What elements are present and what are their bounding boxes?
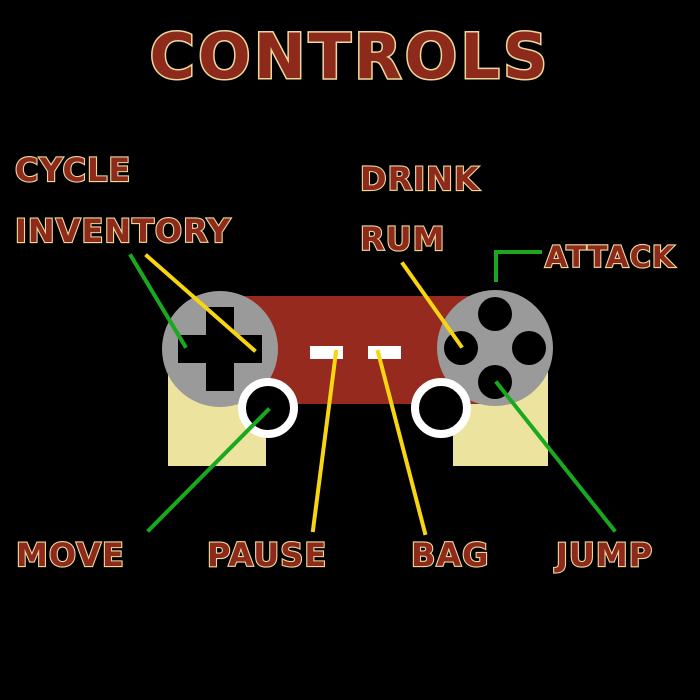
dpad-icon[interactable] (162, 291, 278, 407)
jump-label: JUMP (554, 536, 653, 574)
drink-rum-line (400, 261, 464, 349)
pause-line (310, 349, 339, 533)
attack-label: ATTACK (545, 240, 676, 274)
face-button-top[interactable] (478, 297, 512, 331)
pause-label: PAUSE (207, 536, 327, 574)
start-button-icon[interactable] (368, 346, 401, 359)
move-label: MOVE (16, 536, 125, 574)
select-button-icon[interactable] (310, 346, 343, 359)
cycle-inventory-line-green (128, 253, 188, 349)
gamepad (162, 290, 553, 466)
drink-rum-label-line2: RUM (360, 220, 445, 258)
page-title: CONTROLS (150, 20, 551, 93)
cycle-inventory-label-line1: CYCLE (15, 151, 131, 189)
bag-label: BAG (411, 536, 489, 574)
right-analog-stick-icon[interactable] (411, 378, 471, 438)
face-button-right[interactable] (512, 331, 546, 365)
attack-line (494, 250, 542, 282)
drink-rum-label-line1: DRINK (360, 160, 480, 198)
bag-line (375, 349, 428, 536)
cycle-inventory-line-yellow (144, 253, 257, 353)
move-line (146, 407, 271, 533)
jump-line (494, 380, 617, 533)
cycle-inventory-label-line2: INVENTORY (15, 212, 231, 250)
pointer-lines (128, 250, 617, 536)
